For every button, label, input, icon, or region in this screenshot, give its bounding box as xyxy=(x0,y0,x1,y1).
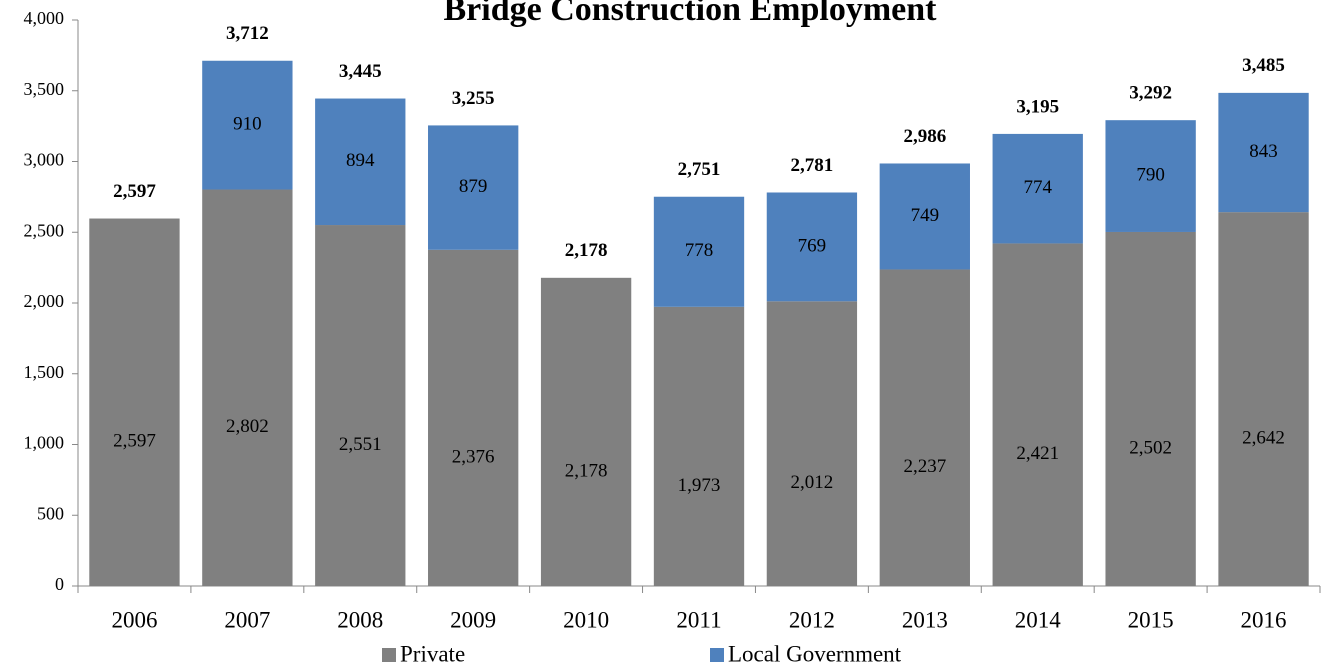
legend-label: Private xyxy=(400,641,465,666)
x-tick-label: 2009 xyxy=(450,607,496,632)
bar-segment xyxy=(89,218,180,586)
x-tick-label: 2007 xyxy=(224,607,270,632)
y-tick-label: 2,000 xyxy=(24,291,65,311)
segment-label: 774 xyxy=(1023,177,1052,198)
bar-segment xyxy=(766,301,858,586)
bar-segment xyxy=(315,98,406,226)
segment-label: 910 xyxy=(233,113,262,134)
bar-segment xyxy=(428,125,519,250)
x-tick-label: 2011 xyxy=(676,607,721,632)
x-tick-label: 2016 xyxy=(1241,607,1287,632)
y-tick-label: 3,500 xyxy=(24,79,65,99)
x-tick-label: 2008 xyxy=(337,607,383,632)
y-tick-label: 0 xyxy=(55,574,64,594)
bar-segment xyxy=(992,133,1083,244)
bar-segment xyxy=(1105,120,1196,232)
bar-segment xyxy=(653,306,745,586)
bar-segment xyxy=(540,277,632,586)
bar-segment xyxy=(202,189,293,586)
legend-swatch xyxy=(382,648,396,662)
total-label: 3,445 xyxy=(339,61,382,82)
segment-label: 2,551 xyxy=(339,434,382,455)
total-label: 3,292 xyxy=(1129,83,1172,104)
total-label: 2,178 xyxy=(565,240,608,261)
segment-label: 2,421 xyxy=(1016,443,1059,464)
x-tick-label: 2015 xyxy=(1128,607,1174,632)
x-tick-label: 2010 xyxy=(563,607,609,632)
total-label: 2,781 xyxy=(791,155,834,176)
segment-label: 769 xyxy=(798,235,827,256)
total-label: 2,986 xyxy=(903,126,946,147)
segment-label: 2,597 xyxy=(113,431,156,452)
chart-title: Bridge Construction Employment xyxy=(444,0,938,28)
x-tick-label: 2006 xyxy=(111,607,157,632)
segment-label: 2,012 xyxy=(791,472,834,493)
segment-label: 2,376 xyxy=(452,446,495,467)
bar-segment xyxy=(428,249,519,586)
total-label: 3,195 xyxy=(1016,96,1059,117)
bar-segment xyxy=(1218,212,1309,587)
segment-label: 2,642 xyxy=(1242,427,1285,448)
segment-label: 894 xyxy=(346,150,375,171)
bar-segment xyxy=(992,243,1083,586)
segment-label: 2,502 xyxy=(1129,437,1172,458)
bar-segment xyxy=(202,60,293,190)
segment-label: 2,237 xyxy=(903,456,946,477)
y-tick-label: 2,500 xyxy=(24,220,65,240)
y-tick-label: 1,500 xyxy=(24,362,65,382)
bar-segment xyxy=(879,269,970,586)
bar-segment xyxy=(1218,92,1309,213)
x-tick-label: 2012 xyxy=(789,607,835,632)
y-tick-label: 3,000 xyxy=(24,150,65,170)
bar-segment xyxy=(315,225,406,586)
x-tick-label: 2013 xyxy=(902,607,948,632)
segment-label: 790 xyxy=(1136,164,1165,185)
legend-swatch xyxy=(710,648,724,662)
y-tick-label: 4,000 xyxy=(24,8,65,28)
bar-segment xyxy=(879,163,970,270)
total-label: 2,751 xyxy=(678,159,721,180)
bar-segment xyxy=(653,196,745,307)
segment-label: 2,178 xyxy=(565,460,608,481)
segment-label: 843 xyxy=(1249,141,1278,162)
total-label: 2,597 xyxy=(113,181,156,202)
segment-label: 879 xyxy=(459,176,488,197)
legend-label: Local Government xyxy=(728,641,902,666)
bar-segment xyxy=(1105,231,1196,587)
segment-label: 778 xyxy=(685,240,714,261)
segment-label: 1,973 xyxy=(678,475,721,496)
y-tick-label: 1,000 xyxy=(24,433,65,453)
x-tick-label: 2014 xyxy=(1015,607,1062,632)
segment-label: 2,802 xyxy=(226,416,269,437)
total-label: 3,712 xyxy=(226,23,269,44)
bar-segment xyxy=(766,192,858,302)
total-label: 3,255 xyxy=(452,88,495,109)
segment-label: 749 xyxy=(911,205,940,226)
y-tick-label: 500 xyxy=(37,503,64,523)
total-label: 3,485 xyxy=(1242,55,1285,76)
